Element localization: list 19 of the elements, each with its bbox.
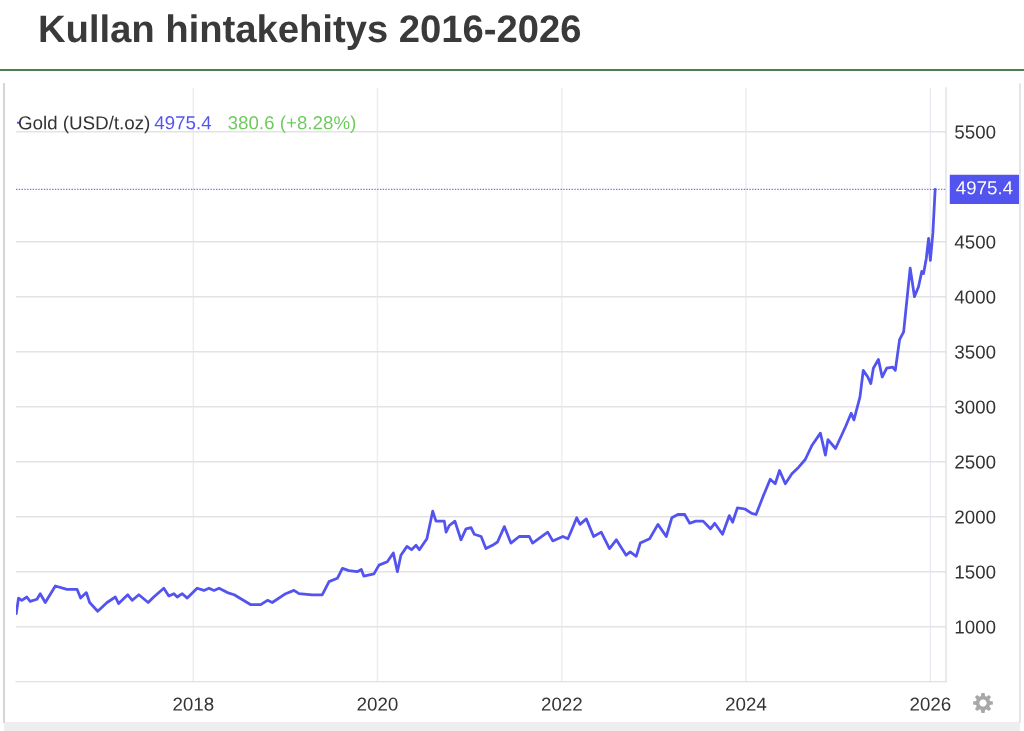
chart-title: Kullan hintakehitys 2016-2026 [40,14,581,50]
y-tick-label: 5500 [955,125,996,139]
y-tick-label: 2500 [955,455,996,469]
legend-label: Gold (USD/t.oz) [18,115,150,134]
y-tick-label: 4500 [954,235,996,249]
ref-line-label: 4975.4 [956,181,1013,195]
x-tick-label: 2022 [541,697,582,711]
x-tick-label: 2026 [910,697,951,711]
x-tick-label: 2024 [726,697,767,711]
y-tick-label: 1000 [955,620,996,634]
y-tick-label: 3000 [955,400,996,414]
y-tick-label: 3500 [955,345,996,359]
x-tick-label: 2018 [173,697,214,711]
annotation: 380.6 (+8.28%) [228,115,356,134]
annotation: 4975.4 [154,116,212,130]
y-tick-label: 1500 [955,565,996,579]
x-tick-label: 2020 [357,697,398,711]
y-tick-label: 4000 [954,290,996,304]
y-tick-label: 2000 [955,510,996,524]
